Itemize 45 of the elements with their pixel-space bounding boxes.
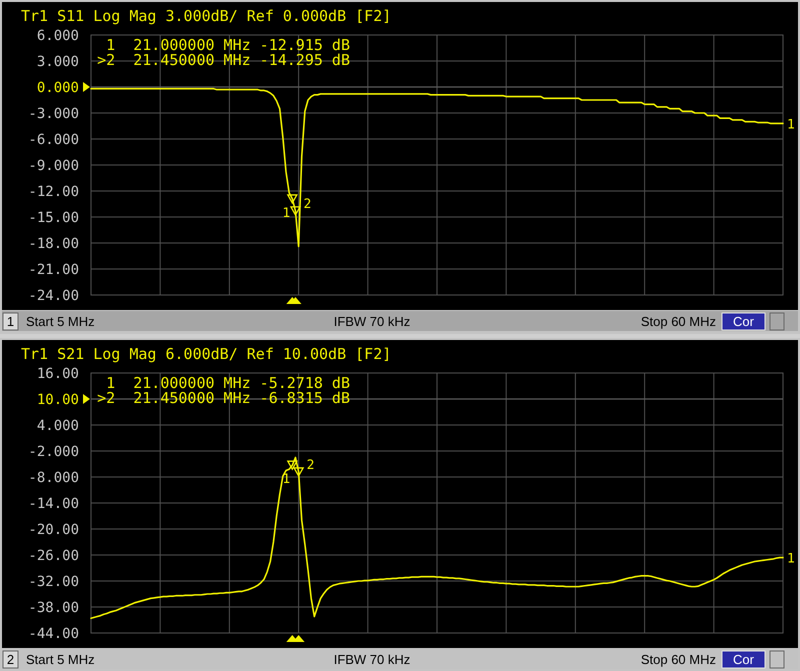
y-tick-label: -24.00 — [28, 288, 79, 304]
series-label: 1 — [282, 206, 290, 221]
text: Stop 60 MHz — [640, 314, 716, 329]
text: 1 — [787, 552, 795, 567]
text: Start 5 MHz — [26, 314, 95, 329]
y-tick-label: 10.00 — [36, 392, 79, 408]
y-tick-label: 3.000 — [36, 54, 79, 70]
text: IFBW 70 kHz — [334, 652, 410, 667]
series-label: 1 — [282, 472, 290, 488]
text: Stop 60 MHz — [640, 652, 716, 667]
text: 1 — [6, 314, 14, 329]
y-tick-label: -8.000 — [28, 470, 79, 486]
annotation: 2 — [303, 196, 312, 212]
chart-title: Tr1 S21 Log Mag 6.000dB/ Ref 10.00dB [F2] — [21, 345, 392, 363]
y-tick-label: -9.000 — [28, 158, 79, 174]
y-tick-label: -18.00 — [28, 236, 79, 252]
y-tick-label: 0.000 — [36, 80, 79, 96]
y-tick-label: -20.00 — [28, 522, 79, 538]
y-tick-label: -3.000 — [28, 106, 79, 122]
text: Cor — [733, 314, 755, 329]
chart-title: Tr1 S11 Log Mag 3.000dB/ Ref 0.000dB [F2] — [21, 7, 392, 25]
y-tick-label: -38.00 — [28, 600, 79, 616]
y-tick-label: -2.000 — [28, 444, 79, 460]
annotation: >2 21.450000 MHz -14.295 dB — [97, 51, 350, 69]
text: 2 — [6, 652, 14, 667]
text: IFBW 70 kHz — [334, 314, 410, 329]
y-tick-label: -32.00 — [28, 574, 79, 590]
text: Cor — [733, 652, 755, 667]
y-tick-label: -6.000 — [28, 132, 79, 148]
text: 1 — [787, 117, 795, 132]
y-tick-label: -14.00 — [28, 496, 79, 512]
line-series — [90, 456, 784, 620]
annotation: 1 21.000000 MHz -5.2718 dB — [106, 374, 350, 392]
y-tick-label: 6.000 — [36, 28, 79, 44]
text: Start 5 MHz — [26, 652, 95, 667]
y-tick-label: -26.00 — [28, 548, 79, 564]
y-tick-label: -15.00 — [28, 210, 79, 226]
y-tick-label: 4.000 — [36, 418, 79, 434]
annotation: >2 21.450000 MHz -6.8315 dB — [97, 389, 350, 407]
y-tick-label: -21.00 — [28, 262, 79, 278]
y-tick-label: -12.00 — [28, 184, 79, 200]
annotation: 1 21.000000 MHz -12.915 dB — [106, 36, 350, 54]
y-tick-label: 16.00 — [36, 366, 79, 382]
annotation: 2 — [306, 458, 314, 473]
y-tick-label: -44.00 — [28, 626, 79, 642]
